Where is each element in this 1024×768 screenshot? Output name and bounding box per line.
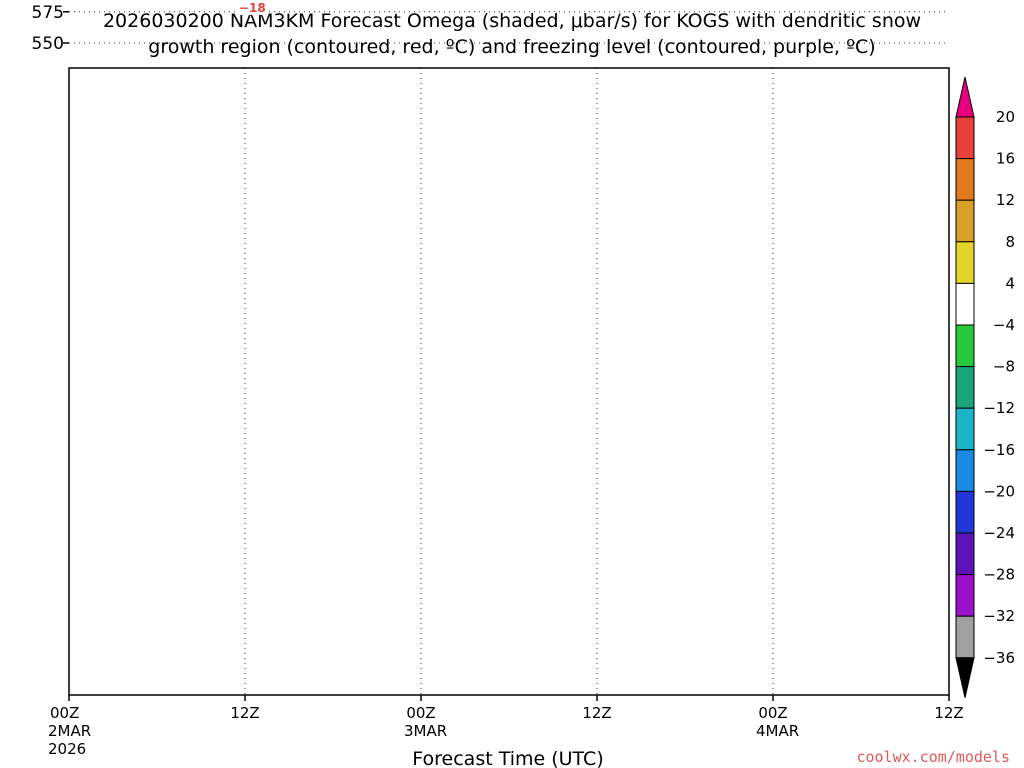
colorbar-swatch-10: [955, 490, 975, 534]
colorbar: 20 16 12 8 4 −4 −8 −12 −16 −20 −24 −28 −32 −36: [955, 76, 1015, 698]
colorbar-swatch-4: [955, 241, 975, 284]
contour-labels: −18−120: [238, 0, 267, 16]
colorbar-top-arrow: [955, 76, 975, 118]
x-tick-label-24: 00Z: [406, 704, 435, 722]
colorbar-label-2: 12: [996, 191, 1015, 209]
colorbar-label-1: 16: [996, 150, 1015, 168]
colorbar-label-7: −12: [983, 399, 1015, 417]
x-tick-label-0: 00Z: [50, 704, 79, 722]
y-axis-ticks: 5505756006256506757007257507758008258508…: [32, 3, 69, 54]
x-tick-year-0: 2026: [48, 740, 86, 758]
colorbar-swatch-7: [955, 366, 975, 409]
colorbar-label-5: −4: [993, 316, 1015, 334]
colorbar-swatch-6: [955, 324, 975, 368]
colorbar-label-13: −36: [983, 649, 1015, 667]
colorbar-swatch-2: [955, 158, 975, 201]
colorbar-bottom-arrow: [955, 657, 975, 698]
x-tick-label-36: 12Z: [582, 704, 611, 722]
colorbar-label-8: −16: [983, 441, 1015, 459]
x-tick-date-48: 4MAR: [756, 722, 799, 740]
x-tick-date-24: 3MAR: [404, 722, 447, 740]
chart-title-line-2: growth region (contoured, red, ºC) and f…: [148, 36, 875, 58]
x-tick-label-60: 12Z: [934, 704, 963, 722]
contour-label-0: −18: [239, 1, 266, 15]
credit-text: coolwx.com/models: [856, 748, 1010, 766]
colorbar-label-4: 4: [1005, 274, 1015, 292]
x-tick-label-48: 00Z: [758, 704, 787, 722]
colorbar-label-10: −24: [983, 524, 1015, 542]
colorbar-swatch-5: [955, 282, 975, 326]
plot-frame: [68, 67, 950, 696]
colorbar-label-12: −32: [983, 607, 1015, 625]
x-tick-label-12: 12Z: [230, 704, 259, 722]
colorbar-swatch-3: [955, 199, 975, 243]
colorbar-swatch-9: [955, 449, 975, 492]
omega-region-hour-55: [876, 43, 883, 66]
contour-label-bg-0: [238, 0, 267, 16]
y-tick-label-550: 550: [32, 34, 64, 54]
colorbar-label-3: 8: [1005, 233, 1015, 251]
y-tick-label-575: 575: [32, 3, 64, 23]
colorbar-label-9: −20: [983, 482, 1015, 500]
grid-lines: [69, 11, 949, 695]
colorbar-swatch-11: [955, 532, 975, 576]
x-axis-label: Forecast Time (UTC): [412, 748, 603, 768]
colorbar-swatch-12: [955, 574, 975, 617]
colorbar-label-0: 20: [996, 108, 1015, 126]
colorbar-label-11: −28: [983, 566, 1015, 584]
chart-title-line-1: 2026030200 NAM3KM Forecast Omega (shaded…: [103, 10, 921, 32]
colorbar-swatch-13: [955, 615, 975, 659]
colorbar-swatch-1: [955, 116, 975, 160]
x-tick-date-0: 2MAR: [48, 722, 91, 740]
colorbar-swatch-8: [955, 407, 975, 451]
colorbar-label-6: −8: [993, 358, 1015, 376]
